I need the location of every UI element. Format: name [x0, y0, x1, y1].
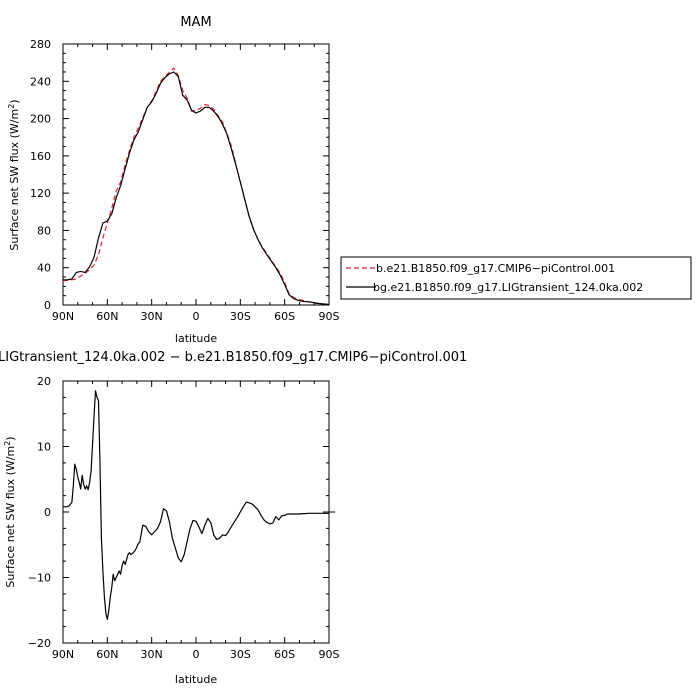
top-y-tick-label: 40 — [37, 262, 51, 275]
top-y-tick-label: 80 — [37, 224, 51, 237]
bottom-x-tick-label: 60N — [96, 648, 118, 661]
bottom-y-axis-label: Surface net SW flux (W/m2) — [3, 436, 18, 587]
top-x-tick-label: 90N — [52, 310, 74, 323]
legend: b.e21.B1850.f09_g17.CMIP6−piControl.001 … — [340, 256, 692, 300]
top-y-tick-label: 240 — [30, 75, 51, 88]
bottom-series-group — [63, 390, 329, 621]
top-tick-labels: 90N 60N 30N 0 30S 60S 90S 0 40 80 120 160 200 240 280 — [30, 38, 340, 323]
bottom-chart-title: LIGtransient_124.0ka.002 − b.e21.B1850.f… — [0, 350, 467, 365]
bottom-y-tick-label: 10 — [37, 441, 51, 454]
bottom-panel: LIGtransient_124.0ka.002 − b.e21.B1850.f… — [0, 350, 467, 686]
top-x-tick-label: 90S — [319, 310, 340, 323]
top-x-tick-label: 30S — [230, 310, 251, 323]
top-y-tick-label: 200 — [30, 113, 51, 126]
bottom-x-tick-label: 60S — [274, 648, 295, 661]
top-series-line-control — [62, 67, 330, 306]
bottom-x-tick-label: 90S — [319, 648, 340, 661]
top-y-axis-label: Surface net SW flux (W/m2) — [7, 99, 22, 250]
top-axis-ticks — [62, 43, 330, 306]
top-series-line-transient — [63, 71, 330, 306]
top-x-axis-label: latitude — [175, 332, 217, 345]
top-panel: MAM 90N 60N 30N 0 30S 60S 90S 0 40 80 120 160 200 240… — [7, 15, 340, 345]
legend-label-transient: bg.e21.B1850.f09_g17.LIGtransient_124.0k… — [373, 281, 643, 294]
top-series-group — [62, 67, 330, 306]
bottom-x-tick-label: 0 — [193, 648, 200, 661]
top-y-tick-label: 280 — [30, 38, 51, 51]
bottom-axis-ticks — [62, 380, 335, 644]
top-plot-frame — [62, 43, 330, 306]
bottom-x-tick-label: 30S — [230, 648, 251, 661]
bottom-x-axis-label: latitude — [175, 673, 217, 686]
legend-label-control: b.e21.B1850.f09_g17.CMIP6−piControl.001 — [376, 262, 615, 275]
top-x-tick-label: 60N — [96, 310, 118, 323]
bottom-y-tick-label: −10 — [28, 572, 51, 585]
top-x-tick-label: 0 — [193, 310, 200, 323]
bottom-y-tick-label: −20 — [28, 637, 51, 650]
bottom-plot-frame — [62, 380, 330, 644]
top-y-tick-label: 0 — [44, 299, 51, 312]
bottom-tick-labels: 90N 60N 30N 0 30S 60S 90S −20 −10 0 10 20 — [28, 375, 340, 661]
bottom-x-tick-label: 30N — [141, 648, 163, 661]
top-chart-title: MAM — [180, 15, 211, 30]
top-y-tick-label: 160 — [30, 150, 51, 163]
legend-box — [340, 256, 692, 300]
top-x-tick-label: 60S — [274, 310, 295, 323]
bottom-x-tick-label: 90N — [52, 648, 74, 661]
top-x-tick-label: 30N — [141, 310, 163, 323]
bottom-y-tick-label: 0 — [44, 506, 51, 519]
top-y-tick-label: 120 — [30, 187, 51, 200]
bottom-series-line-transient — [63, 390, 329, 621]
bottom-y-tick-label: 20 — [37, 375, 51, 388]
